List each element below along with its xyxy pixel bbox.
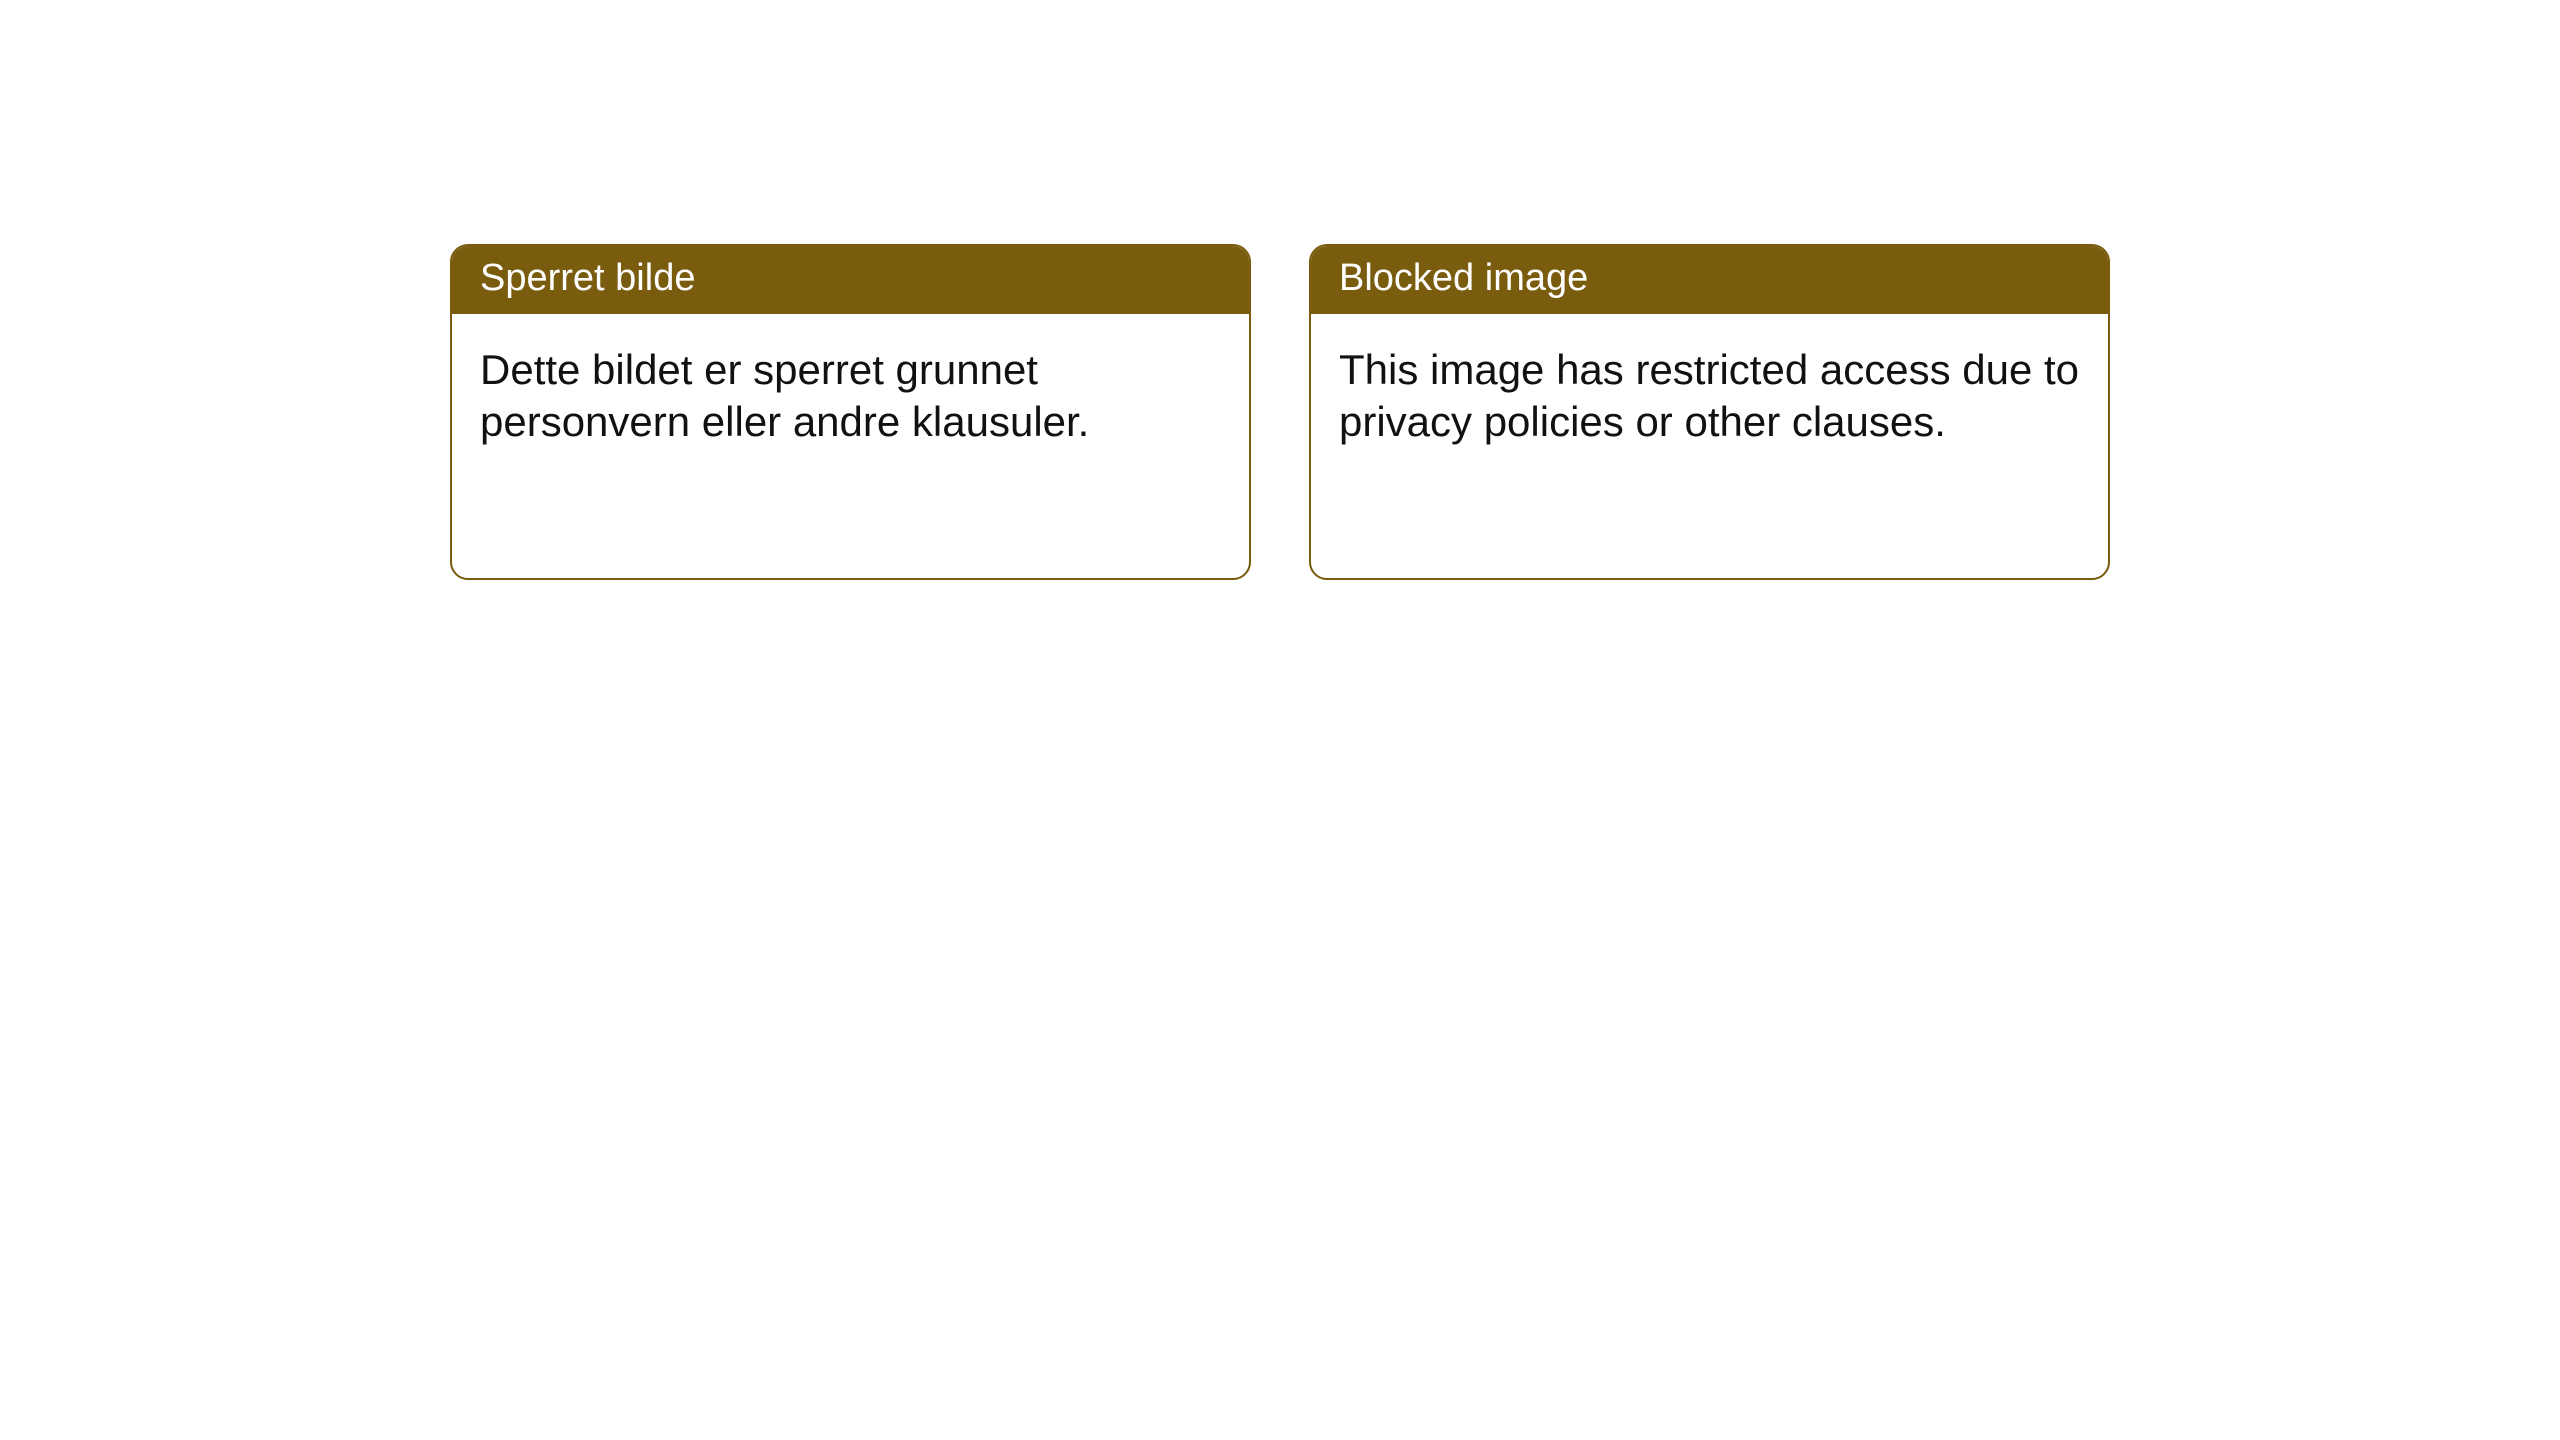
card-body-en: This image has restricted access due to … [1311,314,2108,479]
blocked-image-card-en: Blocked image This image has restricted … [1309,244,2110,580]
card-header-no: Sperret bilde [452,246,1249,314]
blocked-image-notice-container: Sperret bilde Dette bildet er sperret gr… [450,244,2110,580]
card-header-en: Blocked image [1311,246,2108,314]
blocked-image-card-no: Sperret bilde Dette bildet er sperret gr… [450,244,1251,580]
card-body-no: Dette bildet er sperret grunnet personve… [452,314,1249,479]
